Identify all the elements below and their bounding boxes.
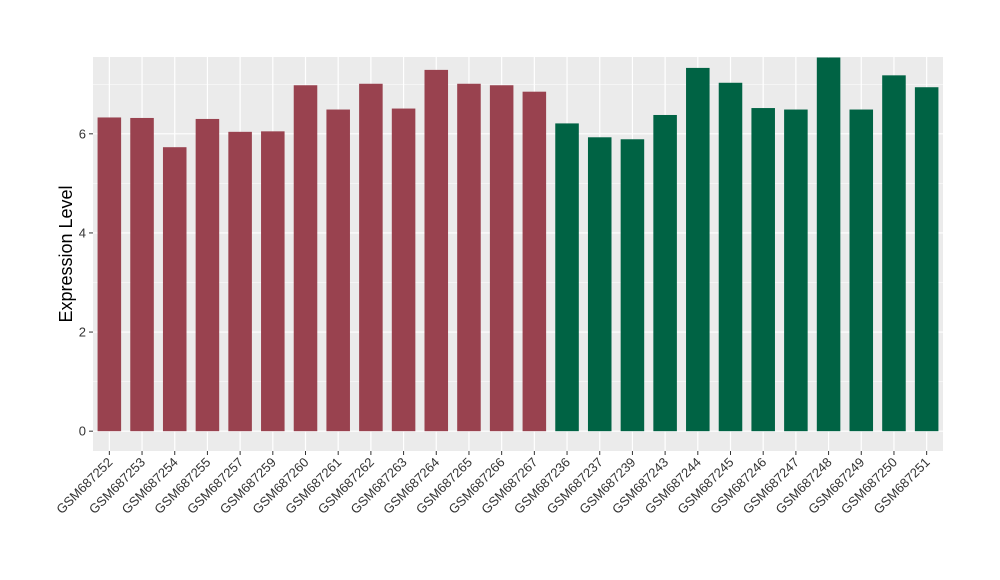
bar-GSM687255 <box>195 118 220 432</box>
bar-GSM687236 <box>555 123 579 432</box>
bar-GSM687253 <box>130 117 154 432</box>
y-tick-label: 0 <box>79 424 86 439</box>
x-axis: GSM687252GSM687253GSM687254GSM687255GSM6… <box>53 451 933 517</box>
bar-GSM687261 <box>326 109 350 432</box>
bar-GSM687247 <box>784 109 808 432</box>
bar-GSM687250 <box>882 75 906 432</box>
bar-GSM687262 <box>359 83 383 432</box>
bar-GSM687251 <box>914 87 939 432</box>
bar-GSM687237 <box>587 137 612 432</box>
y-axis-title: Expression Level <box>56 185 76 322</box>
bar-GSM687260 <box>293 85 318 432</box>
bar-GSM687243 <box>653 114 677 432</box>
bar-GSM687263 <box>391 108 416 432</box>
y-tick-label: 2 <box>79 325 86 340</box>
bar-GSM687265 <box>457 83 481 432</box>
bar-GSM687264 <box>424 69 449 432</box>
y-axis: 0 2 4 6 <box>79 126 93 439</box>
bar-GSM687257 <box>228 131 252 432</box>
bars <box>97 57 939 432</box>
bar-GSM687249 <box>849 109 874 432</box>
bar-GSM687245 <box>718 82 743 432</box>
bar-GSM687259 <box>261 131 285 432</box>
bar-GSM687254 <box>162 147 187 432</box>
bar-GSM687267 <box>522 91 547 432</box>
bar-GSM687266 <box>489 85 514 432</box>
bar-GSM687252 <box>97 117 122 432</box>
bar-GSM687244 <box>686 67 710 432</box>
bar-GSM687239 <box>620 139 645 432</box>
y-tick-label: 4 <box>79 225 86 240</box>
bar-GSM687246 <box>751 108 775 432</box>
bar-GSM687248 <box>816 57 841 432</box>
plot-panel <box>93 57 943 451</box>
y-tick-label: 6 <box>79 126 86 141</box>
